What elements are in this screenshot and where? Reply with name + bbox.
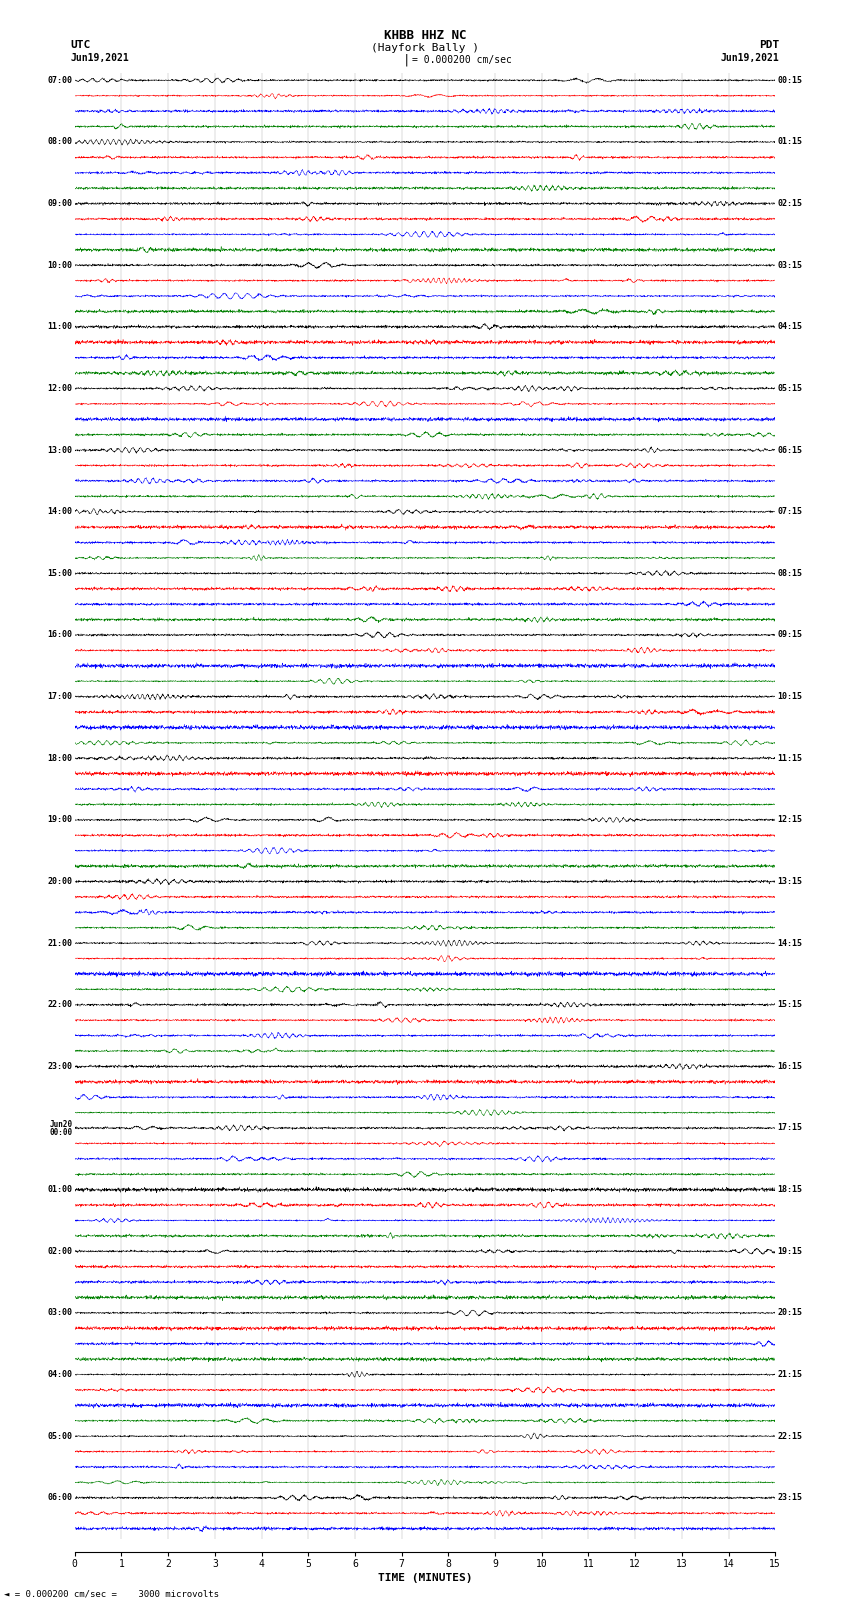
Text: 18:00: 18:00 [48, 753, 73, 763]
Text: 12:00: 12:00 [48, 384, 73, 394]
Text: 07:15: 07:15 [777, 506, 802, 516]
Text: 16:15: 16:15 [777, 1061, 802, 1071]
Text: 14:15: 14:15 [777, 939, 802, 947]
Text: 09:15: 09:15 [777, 631, 802, 639]
Text: Jun19,2021: Jun19,2021 [71, 53, 129, 63]
Text: 11:00: 11:00 [48, 323, 73, 331]
Text: 20:15: 20:15 [777, 1308, 802, 1318]
Text: 01:15: 01:15 [777, 137, 802, 147]
Text: UTC: UTC [71, 40, 91, 50]
Text: 05:00: 05:00 [48, 1432, 73, 1440]
Text: 06:15: 06:15 [777, 445, 802, 455]
Text: 17:00: 17:00 [48, 692, 73, 702]
Text: 06:00: 06:00 [48, 1494, 73, 1502]
Text: 08:15: 08:15 [777, 569, 802, 577]
Text: 17:15: 17:15 [777, 1124, 802, 1132]
Text: 00:00: 00:00 [49, 1127, 73, 1137]
Text: 12:15: 12:15 [777, 815, 802, 824]
Text: 03:15: 03:15 [777, 261, 802, 269]
Text: 15:00: 15:00 [48, 569, 73, 577]
Text: 21:00: 21:00 [48, 939, 73, 947]
Text: 03:00: 03:00 [48, 1308, 73, 1318]
Text: 07:00: 07:00 [48, 76, 73, 85]
Text: 16:00: 16:00 [48, 631, 73, 639]
Text: 18:15: 18:15 [777, 1186, 802, 1194]
Text: 02:00: 02:00 [48, 1247, 73, 1257]
Text: 23:15: 23:15 [777, 1494, 802, 1502]
Text: 23:00: 23:00 [48, 1061, 73, 1071]
Text: 19:00: 19:00 [48, 815, 73, 824]
Text: Jun20: Jun20 [49, 1121, 73, 1129]
Text: KHBB HHZ NC: KHBB HHZ NC [383, 29, 467, 42]
Text: TIME (MINUTES): TIME (MINUTES) [377, 1573, 473, 1582]
Text: (Hayfork Bally ): (Hayfork Bally ) [371, 44, 479, 53]
Text: 09:00: 09:00 [48, 198, 73, 208]
Text: 00:15: 00:15 [777, 76, 802, 85]
Text: Jun19,2021: Jun19,2021 [721, 53, 779, 63]
Text: 19:15: 19:15 [777, 1247, 802, 1257]
Text: 14:00: 14:00 [48, 506, 73, 516]
Text: 22:00: 22:00 [48, 1000, 73, 1010]
Text: = 0.000200 cm/sec: = 0.000200 cm/sec [412, 55, 512, 65]
Text: 22:15: 22:15 [777, 1432, 802, 1440]
Text: 21:15: 21:15 [777, 1369, 802, 1379]
Text: 13:00: 13:00 [48, 445, 73, 455]
Text: PDT: PDT [759, 40, 779, 50]
Text: 15:15: 15:15 [777, 1000, 802, 1010]
Text: ◄ = 0.000200 cm/sec =    3000 microvolts: ◄ = 0.000200 cm/sec = 3000 microvolts [4, 1589, 219, 1598]
Text: 10:00: 10:00 [48, 261, 73, 269]
Text: 11:15: 11:15 [777, 753, 802, 763]
Text: 10:15: 10:15 [777, 692, 802, 702]
Text: 08:00: 08:00 [48, 137, 73, 147]
Text: 02:15: 02:15 [777, 198, 802, 208]
Text: |: | [403, 53, 410, 66]
Text: 04:15: 04:15 [777, 323, 802, 331]
Text: 20:00: 20:00 [48, 877, 73, 886]
Text: 13:15: 13:15 [777, 877, 802, 886]
Text: 01:00: 01:00 [48, 1186, 73, 1194]
Text: 04:00: 04:00 [48, 1369, 73, 1379]
Text: 05:15: 05:15 [777, 384, 802, 394]
